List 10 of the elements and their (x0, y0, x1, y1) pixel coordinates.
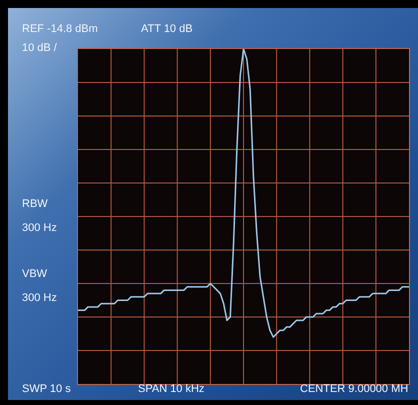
annotation: SPAN 10 kHz (138, 383, 204, 395)
text: 300 Hz (22, 292, 57, 304)
text: 10 dB / (22, 42, 57, 54)
text: VBW (22, 268, 48, 280)
text: RBW (22, 198, 48, 210)
text: ATT 10 dB (141, 23, 193, 35)
text: SWP 10 s (22, 383, 71, 395)
annotation: CENTER 9.00000 MH (300, 383, 408, 395)
text: REF -14.8 dBm (22, 23, 98, 35)
text: 300 Hz (22, 222, 57, 234)
